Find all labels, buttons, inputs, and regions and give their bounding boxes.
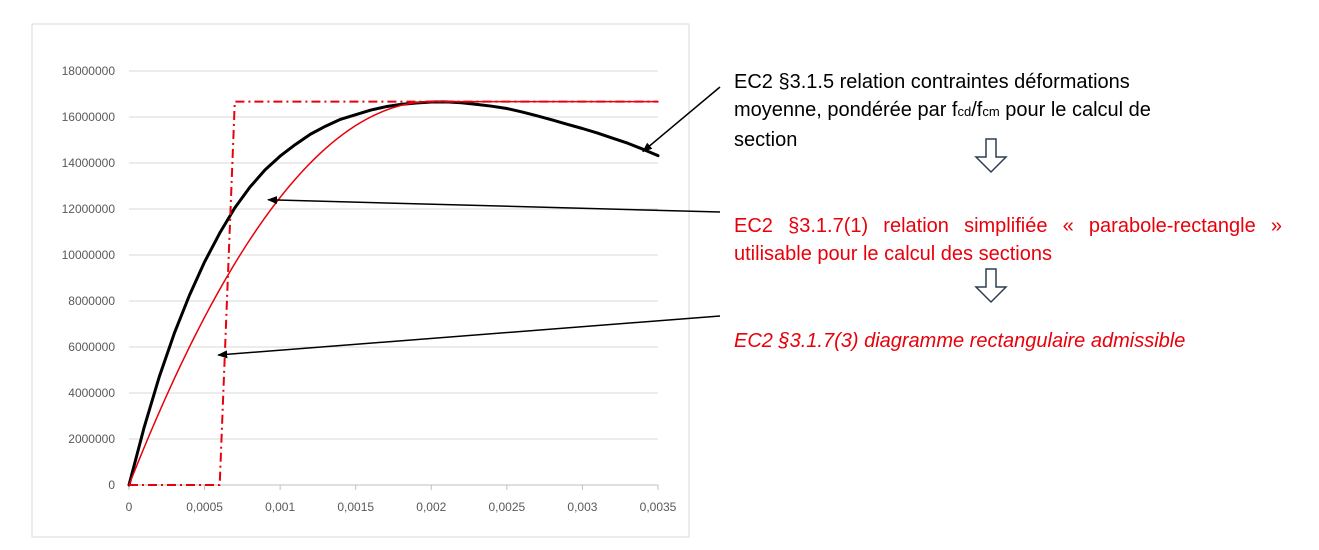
down-flow-arrow-icon: [974, 138, 1008, 174]
annotation-arrow: [217, 315, 721, 359]
series-group: [127, 100, 660, 487]
annotation-text: moyenne, pondérée par f: [734, 99, 958, 121]
chart-frame: [31, 23, 690, 538]
y-tick-label: 2000000: [68, 432, 115, 446]
x-tick-label: 0,001: [265, 500, 295, 514]
x-tick-label: 0,002: [416, 500, 446, 514]
series-line-rectangulaire: [129, 100, 658, 486]
y-tick-label: 8000000: [68, 294, 115, 308]
y-tick-label: 4000000: [68, 386, 115, 400]
series-line-parabole-rectangle: [128, 100, 659, 486]
x-tick-label: 0,0025: [489, 500, 526, 514]
annotation-arrow: [642, 86, 721, 153]
down-flow-arrow-icon: [974, 268, 1008, 304]
x-tick-labels: 0 0,0005 0,001 0,0015 0,002 0,0025 0,003 0,0035: [126, 500, 677, 514]
gridlines: [128, 70, 659, 490]
annotation-rectangulaire: EC2 §3.1.7(3) diagramme rectangulaire ad…: [734, 330, 1186, 352]
annotation-line: EC2 §3.1.5 relation contraintes déformat…: [734, 71, 1130, 93]
y-tick-label: 10000000: [62, 248, 116, 262]
annotation-parabole-rectangle: EC2 §3.1.7(1) relation simplifiée « para…: [734, 215, 1282, 265]
x-tick-label: 0,0005: [186, 500, 223, 514]
series-line-ec2-3-1-5: [127, 100, 660, 487]
subscript-cd: cd: [957, 104, 972, 119]
y-tick-label: 16000000: [62, 110, 116, 124]
annotation-text: pour le calcul de: [999, 99, 1151, 121]
annotation-line: section: [734, 129, 798, 151]
annotation-arrow: [267, 196, 721, 213]
subscript-cm: cm: [982, 104, 1000, 119]
annotation-line: moyenne, pondérée par fcd/fcm pour le ca…: [734, 96, 1282, 126]
y-tick-label: 0: [108, 478, 115, 492]
flow-arrows: [974, 138, 1008, 304]
annotation-arrows: [217, 86, 721, 359]
y-tick-label: 12000000: [62, 202, 116, 216]
x-tick-label: 0: [126, 500, 133, 514]
x-tick-label: 0,0035: [640, 500, 677, 514]
x-tick-label: 0,0015: [337, 500, 374, 514]
y-tick-label: 18000000: [62, 64, 116, 78]
annotation-text: /f: [971, 99, 983, 121]
x-tick-label: 0,003: [567, 500, 597, 514]
y-tick-label: 6000000: [68, 340, 115, 354]
y-tick-labels: 0 2000000 4000000 6000000 8000000 10000000 120…: [62, 64, 116, 492]
y-tick-label: 14000000: [62, 156, 116, 170]
annotation-ec2-3-1-5: EC2 §3.1.5 relation contraintes déformat…: [734, 68, 1282, 154]
